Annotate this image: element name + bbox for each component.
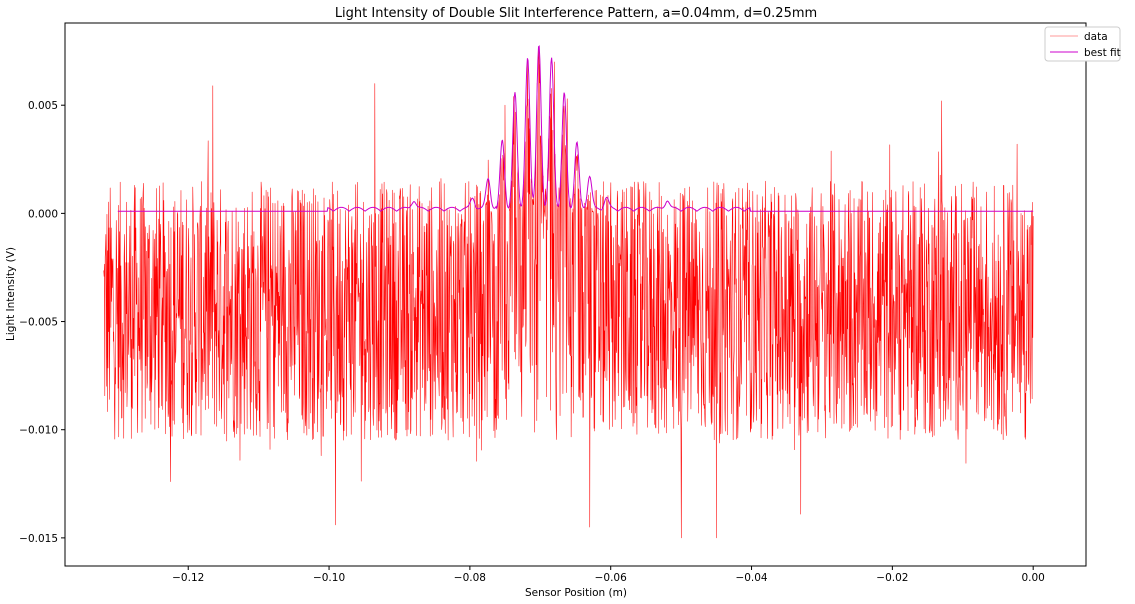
x-axis-label: Sensor Position (m) [525,587,627,599]
y-tick-label: 0.000 [28,208,58,220]
x-tick-label: −0.08 [454,572,486,584]
plot-frame [64,22,1087,567]
legend-label-best-fit: best fit [1084,47,1121,59]
series-best-fit-line [117,45,1034,212]
series-data-line [103,48,1034,539]
y-tick-label: −0.005 [19,317,58,329]
x-tick-label: −0.06 [595,572,627,584]
legend-label-data: data [1084,31,1108,43]
x-tick-label: −0.12 [172,572,204,584]
x-tick-label: −0.04 [735,572,767,584]
y-tick-label: −0.010 [19,425,58,437]
x-tick-label: 0.00 [1021,572,1044,584]
y-axis-label: Light Intensity (V) [5,247,17,341]
y-axis: 0.005 0.000 −0.005 −0.010 −0.015 [19,100,65,545]
chart-title: Light Intensity of Double Slit Interfere… [335,6,817,21]
y-tick-label: 0.005 [28,100,58,112]
y-tick-label: −0.015 [19,533,58,545]
x-axis: −0.12 −0.10 −0.08 −0.06 −0.04 −0.02 0.00 [172,566,1045,584]
x-tick-label: −0.10 [313,572,345,584]
plot-area [103,45,1034,539]
x-tick-label: −0.02 [876,572,908,584]
legend: data best fit [1044,26,1121,62]
